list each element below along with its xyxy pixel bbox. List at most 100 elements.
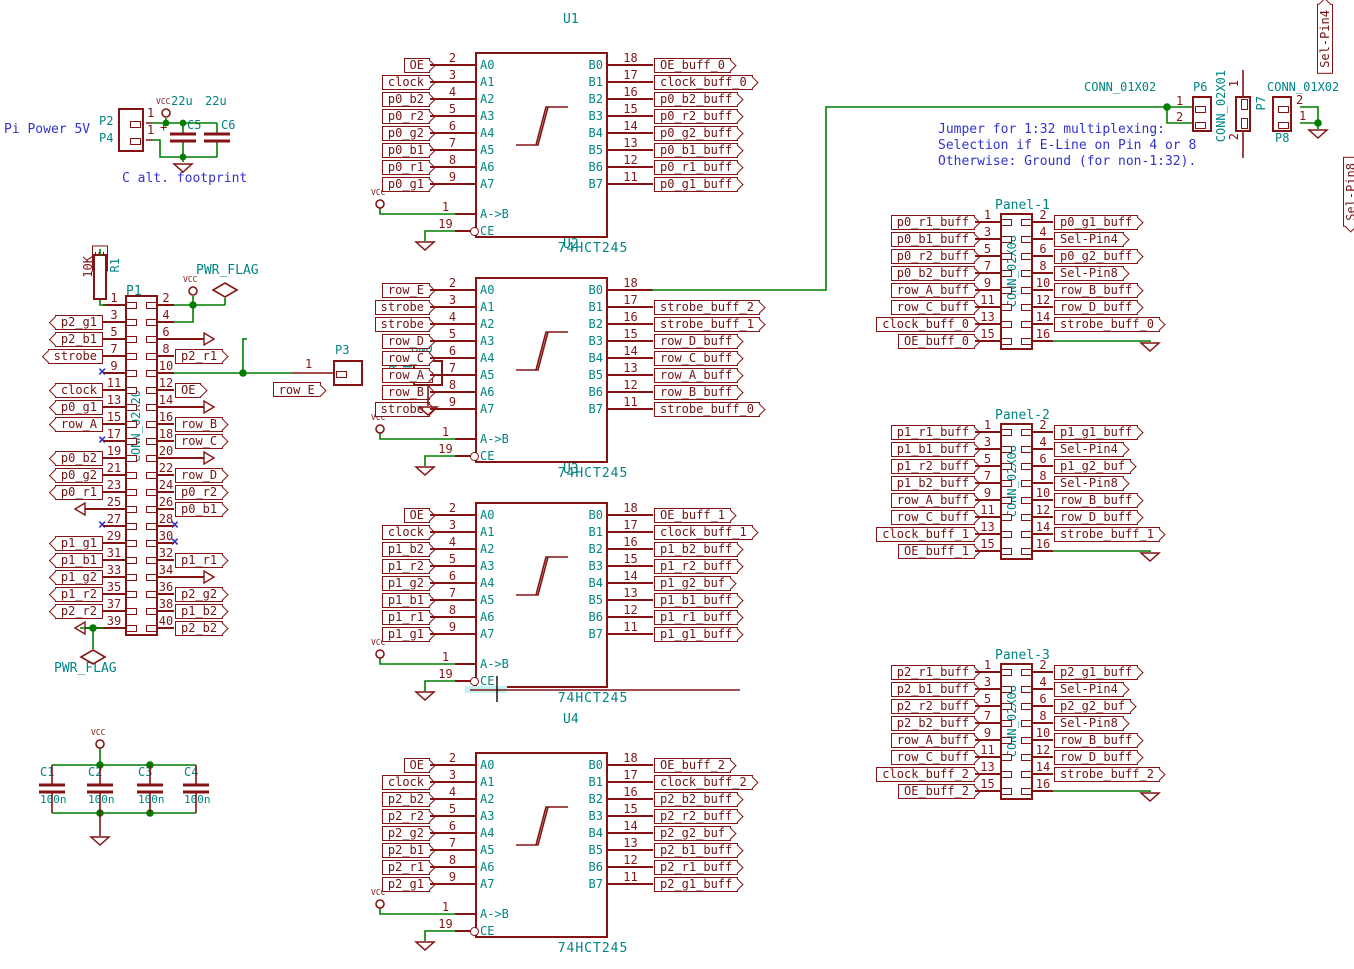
- net-label[interactable]: p0_g2: [381, 125, 430, 141]
- net-label[interactable]: strobe: [47, 348, 103, 364]
- net-label[interactable]: p0_b1: [381, 142, 430, 158]
- net-label[interactable]: OE_buff_0: [654, 57, 732, 73]
- net-label[interactable]: row_E: [381, 282, 430, 298]
- net-label[interactable]: Sel-Pin8: [1054, 265, 1124, 281]
- net-label[interactable]: row_D_buff: [1054, 749, 1139, 765]
- net-label[interactable]: p0_r1_buff: [890, 214, 975, 230]
- net-label[interactable]: row_D_buff: [1054, 299, 1139, 315]
- net-label[interactable]: OE_buff_2: [654, 757, 732, 773]
- connector-panel-1[interactable]: Panel-1 CONN_02X08 p0_r1_buff 1 2 p0_g1_…: [876, 198, 1195, 350]
- net-label[interactable]: p1_g1_buff: [654, 626, 739, 642]
- net-label[interactable]: row_A: [381, 367, 430, 383]
- net-label[interactable]: p0_r2: [381, 108, 430, 124]
- net-label[interactable]: p0_b2_buff: [890, 265, 975, 281]
- net-label[interactable]: row_D: [175, 467, 224, 483]
- net-label[interactable]: row_C_buff: [654, 350, 739, 366]
- net-label[interactable]: OE_buff_1: [654, 507, 732, 523]
- net-label[interactable]: clock_buff_2: [654, 774, 753, 790]
- net-label-sel-pin4[interactable]: Sel-Pin4: [1317, 4, 1334, 74]
- net-label[interactable]: p1_r1_buff: [654, 609, 739, 625]
- net-label[interactable]: p1_r2_buff: [654, 558, 739, 574]
- net-label[interactable]: p1_g2: [54, 569, 103, 585]
- connector-p6-body[interactable]: [1192, 96, 1212, 132]
- net-label[interactable]: p0_b2: [54, 450, 103, 466]
- ic-u1[interactable]: U1 OE 2 A0 B0 18 OE_buff_0 clock 3 A1 B1 1…: [325, 12, 865, 275]
- net-label[interactable]: row_D_buff: [1054, 509, 1139, 525]
- net-label[interactable]: row_C: [381, 350, 430, 366]
- net-label[interactable]: Sel-Pin8: [1054, 475, 1124, 491]
- net-label[interactable]: p2_r1: [175, 348, 224, 364]
- net-label[interactable]: p0_g1: [54, 399, 103, 415]
- net-label[interactable]: p0_b2_buff: [654, 91, 739, 107]
- ic-u4[interactable]: U4 OE 2 A0 B0 18 OE_buff_2 clock 3 A1 B1 1…: [325, 712, 865, 969]
- net-label[interactable]: p2_r2: [54, 603, 103, 619]
- net-label[interactable]: p1_b1_buff: [890, 441, 975, 457]
- net-label[interactable]: clock_buff_0: [876, 316, 975, 332]
- net-label[interactable]: p1_r2: [54, 586, 103, 602]
- net-label[interactable]: p2_r2_buff: [890, 698, 975, 714]
- connector-p1[interactable]: P1 CONN_02X20 1× 2× p2_g1 3× 4×: [40, 284, 340, 637]
- net-label[interactable]: p0_g2: [54, 467, 103, 483]
- net-label[interactable]: clock_buff_0: [654, 74, 753, 90]
- net-label[interactable]: clock_buff_2: [876, 766, 975, 782]
- net-label[interactable]: p2_b2_buff: [654, 791, 739, 807]
- net-label[interactable]: row_B: [175, 416, 224, 432]
- net-label[interactable]: row_C_buff: [890, 509, 975, 525]
- net-label[interactable]: p2_g1: [54, 314, 103, 330]
- net-label[interactable]: p1_b1: [381, 592, 430, 608]
- net-label[interactable]: clock: [381, 524, 430, 540]
- net-label[interactable]: p2_b1_buff: [890, 681, 975, 697]
- ic-u2[interactable]: U2 row_E 2 A0 B0 18 strobe 3 A1 B1 17 stro…: [325, 237, 865, 500]
- net-label[interactable]: p0_b2: [381, 91, 430, 107]
- net-label[interactable]: clock: [381, 74, 430, 90]
- net-label[interactable]: p2_b1_buff: [654, 842, 739, 858]
- net-label[interactable]: p2_g1_buff: [654, 876, 739, 892]
- net-label[interactable]: strobe_buff_1: [654, 316, 760, 332]
- net-label[interactable]: Sel-Pin4: [1054, 441, 1124, 457]
- net-label[interactable]: p1_b2: [381, 541, 430, 557]
- ic-body[interactable]: [475, 502, 608, 688]
- net-label[interactable]: p2_b2_buff: [890, 715, 975, 731]
- net-label[interactable]: p1_g2_buf: [654, 575, 732, 591]
- net-label[interactable]: p2_r2_buff: [654, 808, 739, 824]
- net-label[interactable]: Sel-Pin4: [1054, 681, 1124, 697]
- net-label[interactable]: p2_g1_buff: [1054, 664, 1139, 680]
- net-label[interactable]: p2_b1: [381, 842, 430, 858]
- net-label[interactable]: p1_g2_buf: [1054, 458, 1132, 474]
- net-label[interactable]: row_B: [381, 384, 430, 400]
- net-label[interactable]: p2_g2_buf: [654, 825, 732, 841]
- net-label[interactable]: p0_r2_buff: [654, 108, 739, 124]
- net-label[interactable]: row_D_buff: [654, 333, 739, 349]
- connector-p8-body[interactable]: [1272, 96, 1292, 132]
- net-label[interactable]: p2_g2_buf: [1054, 698, 1132, 714]
- net-label[interactable]: row_C_buff: [890, 299, 975, 315]
- net-label[interactable]: p0_g2_buff: [1054, 248, 1139, 264]
- net-label[interactable]: p1_r1: [381, 609, 430, 625]
- net-label[interactable]: OE: [403, 57, 430, 73]
- net-label[interactable]: p0_r1_buff: [654, 159, 739, 175]
- ic-u3[interactable]: U3 OE 2 A0 B0 18 OE_buff_1 clock 3 A1 B1 1…: [325, 462, 865, 725]
- net-label[interactable]: p2_b2: [175, 620, 224, 636]
- net-label[interactable]: strobe_buff_1: [1054, 526, 1160, 542]
- net-label[interactable]: p1_g1: [381, 626, 430, 642]
- net-label[interactable]: OE: [403, 757, 430, 773]
- net-label[interactable]: p0_b1_buff: [890, 231, 975, 247]
- net-label[interactable]: p1_g2: [381, 575, 430, 591]
- net-label[interactable]: p1_b2_buff: [654, 541, 739, 557]
- net-label[interactable]: Sel-Pin8: [1054, 715, 1124, 731]
- net-label[interactable]: row_A_buff: [890, 282, 975, 298]
- net-label[interactable]: strobe: [374, 401, 430, 417]
- net-label[interactable]: strobe_buff_2: [654, 299, 760, 315]
- net-label[interactable]: p1_b2_buff: [890, 475, 975, 491]
- net-label[interactable]: p0_g1_buff: [1054, 214, 1139, 230]
- net-label[interactable]: row_B_buff: [1054, 492, 1139, 508]
- net-label[interactable]: strobe: [374, 299, 430, 315]
- net-label[interactable]: p2_b1: [54, 331, 103, 347]
- connector-p2p4-body[interactable]: [118, 108, 144, 152]
- net-label[interactable]: p2_g1: [381, 876, 430, 892]
- net-label[interactable]: p2_r1: [381, 859, 430, 875]
- net-label[interactable]: p2_r1_buff: [654, 859, 739, 875]
- net-label[interactable]: p0_r1: [381, 159, 430, 175]
- net-label[interactable]: p0_g1_buff: [654, 176, 739, 192]
